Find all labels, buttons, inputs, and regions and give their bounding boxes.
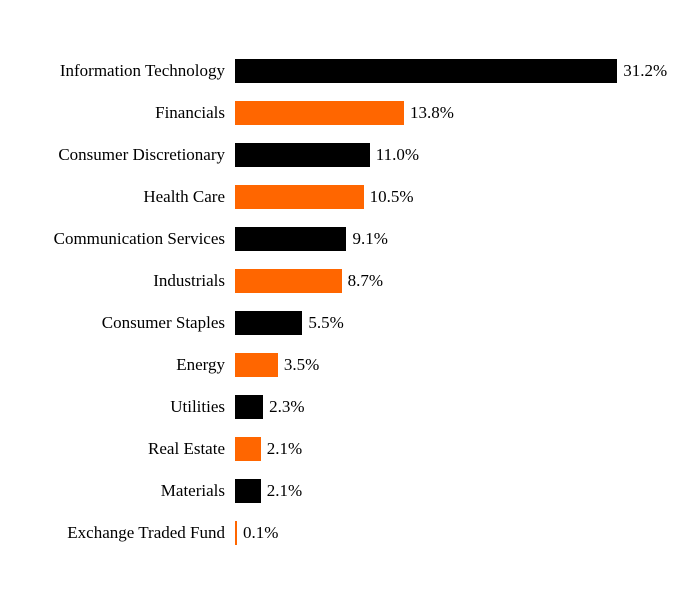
bar-row: Health Care 10.5% [20,176,676,218]
value-label: 5.5% [308,313,343,333]
bar-row: Information Technology 31.2% [20,50,676,92]
bar [235,227,346,251]
bar-row: Utilities 2.3% [20,386,676,428]
bar-area: 11.0% [235,143,676,167]
bar [235,395,263,419]
bar [235,521,237,545]
bar-area: 5.5% [235,311,676,335]
category-label: Materials [20,481,235,501]
value-label: 2.1% [267,439,302,459]
value-label: 11.0% [376,145,419,165]
bar-area: 13.8% [235,101,676,125]
value-label: 8.7% [348,271,383,291]
category-label: Real Estate [20,439,235,459]
bar [235,311,302,335]
bar-row: Consumer Discretionary 11.0% [20,134,676,176]
bar [235,269,342,293]
category-label: Consumer Staples [20,313,235,333]
bar-row: Consumer Staples 5.5% [20,302,676,344]
value-label: 0.1% [243,523,278,543]
bar-row: Materials 2.1% [20,470,676,512]
value-label: 2.3% [269,397,304,417]
bar-area: 3.5% [235,353,676,377]
bar [235,437,261,461]
category-label: Consumer Discretionary [20,145,235,165]
bar-row: Real Estate 2.1% [20,428,676,470]
category-label: Communication Services [20,229,235,249]
value-label: 3.5% [284,355,319,375]
category-label: Information Technology [20,61,235,81]
category-label: Utilities [20,397,235,417]
bar-area: 10.5% [235,185,676,209]
bar [235,143,370,167]
bar [235,59,617,83]
category-label: Exchange Traded Fund [20,523,235,543]
bar [235,479,261,503]
value-label: 10.5% [370,187,414,207]
value-label: 13.8% [410,103,454,123]
bar-area: 0.1% [235,521,676,545]
category-label: Financials [20,103,235,123]
bar [235,353,278,377]
bar [235,101,404,125]
bar-row: Communication Services 9.1% [20,218,676,260]
bar-row: Financials 13.8% [20,92,676,134]
category-label: Energy [20,355,235,375]
bar-area: 2.1% [235,437,676,461]
category-label: Health Care [20,187,235,207]
value-label: 9.1% [352,229,387,249]
bar-row: Exchange Traded Fund 0.1% [20,512,676,554]
bar-area: 8.7% [235,269,676,293]
bar-area: 2.3% [235,395,676,419]
bar-area: 31.2% [235,59,676,83]
bar-row: Energy 3.5% [20,344,676,386]
value-label: 2.1% [267,481,302,501]
sector-allocation-chart: Information Technology 31.2% Financials 13.… [0,0,696,574]
value-label: 31.2% [623,61,667,81]
category-label: Industrials [20,271,235,291]
bar-row: Industrials 8.7% [20,260,676,302]
bar [235,185,364,209]
bar-area: 9.1% [235,227,676,251]
bar-area: 2.1% [235,479,676,503]
